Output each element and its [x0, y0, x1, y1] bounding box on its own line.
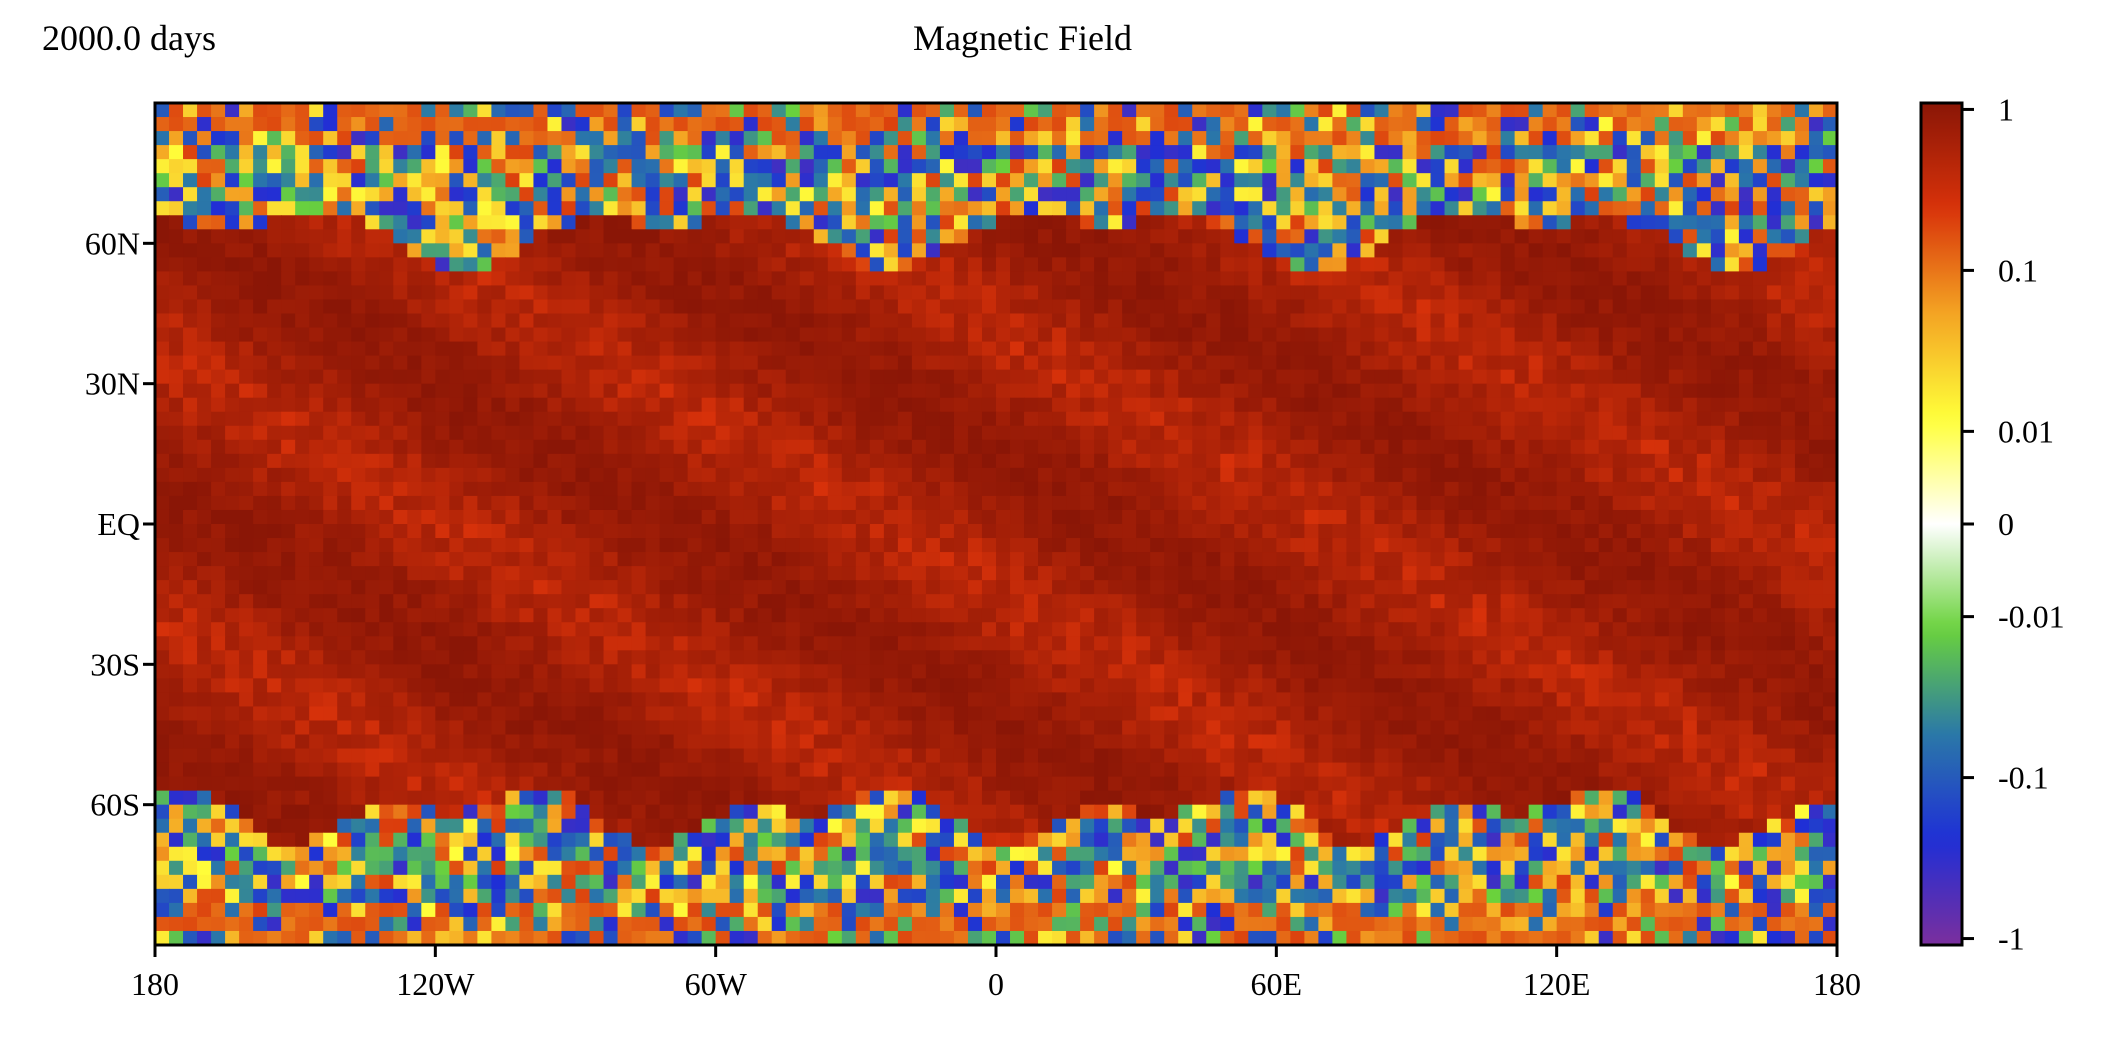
x-tick-label: 120E	[1523, 966, 1591, 1002]
colorbar-tick-label: -0.1	[1998, 760, 2049, 796]
x-tick-label: 180	[131, 966, 179, 1002]
time-label: 2000.0 days	[42, 18, 216, 58]
y-tick-label: 60S	[90, 787, 140, 823]
x-tick-label: 0	[988, 966, 1004, 1002]
colorbar-tick-label: 1	[1998, 91, 2014, 127]
colorbar-tick-label: 0.1	[1998, 252, 2038, 288]
x-tick-label: 60W	[685, 966, 748, 1002]
x-tick-label: 120W	[396, 966, 475, 1002]
y-tick-label: 30S	[90, 646, 140, 682]
colorbar-tick-label: 0	[1998, 506, 2014, 542]
x-tick-label: 180	[1813, 966, 1861, 1002]
y-tick-label: 30N	[85, 366, 140, 402]
colorbar	[1919, 101, 1964, 947]
colorbar-tick-label: -0.01	[1998, 599, 2065, 635]
x-tick-label: 60E	[1251, 966, 1303, 1002]
colorbar-tick-label: 0.01	[1998, 413, 2054, 449]
y-tick-label: 60N	[85, 225, 140, 261]
chart-title: Magnetic Field	[913, 18, 1132, 58]
y-tick-label: EQ	[97, 506, 140, 542]
colorbar-tick-label: -1	[1998, 921, 2025, 957]
field-raster	[155, 103, 1838, 946]
